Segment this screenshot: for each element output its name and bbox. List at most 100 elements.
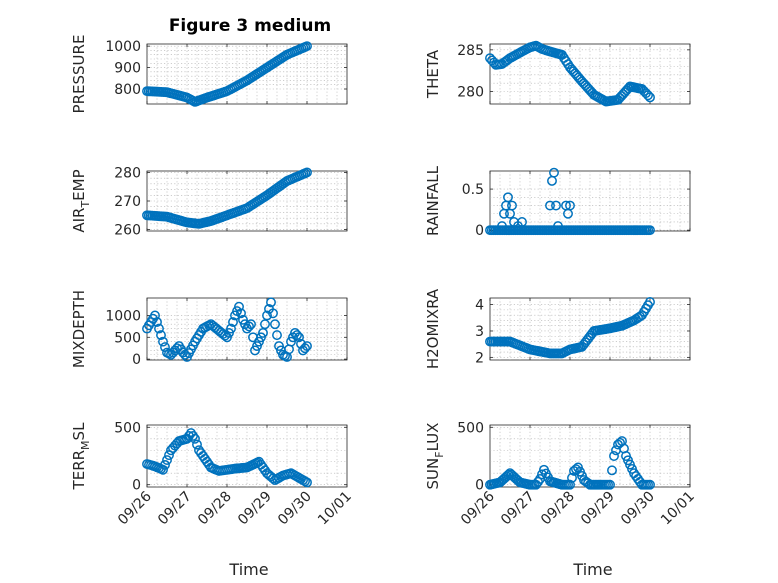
data-point [607, 465, 617, 476]
data-point [302, 477, 312, 488]
y-tick-label: 0 [132, 352, 141, 368]
series-theta [485, 40, 655, 107]
data-point [497, 221, 507, 232]
data-point [184, 430, 194, 441]
data-point [158, 464, 168, 475]
y-axis-label-pressure: PRESSURE [70, 35, 88, 114]
data-point [228, 317, 238, 327]
y-tick-label: 280 [457, 85, 484, 101]
y-tick-label: 2 [475, 350, 484, 366]
x-axis-label-left: Time [228, 560, 268, 579]
data-point [565, 200, 575, 211]
data-point [605, 479, 615, 490]
data-point [553, 221, 563, 232]
subplot-grid: 800 900 1000 PRESSURE 280 285 THETA 260 270 280 AI… [70, 35, 698, 529]
y-tick-label: 500 [114, 330, 141, 346]
data-point [609, 451, 619, 461]
data-point [302, 341, 312, 351]
data-point [258, 327, 268, 338]
data-point [503, 192, 513, 203]
data-point [567, 472, 577, 483]
x-tick-label: 09/27 [498, 489, 538, 529]
x-tick-label: 10/01 [658, 489, 698, 529]
data-point [272, 330, 282, 341]
y-tick-label: 0 [475, 223, 484, 239]
x-tick-label: 09/29 [235, 489, 275, 529]
data-point [507, 200, 517, 211]
data-point [565, 479, 575, 490]
y-axis-label-sun-flux: SUNFLUX [424, 423, 446, 490]
series-sun-flux [485, 436, 655, 490]
y-tick-label: 0.5 [462, 182, 484, 198]
data-point [152, 317, 162, 327]
x-axis-label-right: Time [572, 560, 612, 579]
y-axis-label-rainfall: RAINFALL [424, 165, 442, 236]
x-tick-label: 09/26 [458, 488, 498, 528]
data-point [294, 332, 304, 343]
data-point [158, 336, 168, 347]
y-tick-label: 500 [114, 420, 141, 436]
series-rainfall [485, 167, 655, 236]
panel-h2omixra: 2 3 4 H2OMIXRA [424, 288, 691, 369]
panel-air-temp: 260 270 280 AIRTEMP [70, 165, 348, 239]
panel-theta: 280 285 THETA [424, 40, 691, 107]
y-tick-label: 500 [457, 420, 484, 436]
data-point [156, 330, 166, 341]
data-point [244, 321, 254, 332]
data-point [266, 297, 276, 308]
data-point [190, 433, 200, 444]
panel-rainfall: 0 0.5 RAINFALL [424, 165, 691, 239]
data-point [270, 319, 280, 330]
data-point [154, 323, 164, 334]
y-tick-label: 270 [114, 194, 141, 210]
data-point [260, 319, 270, 330]
panel-sun-flux: 0 500 SUNFLUX 09/26 09/27 09/28 09/29 09/30 10/0… [424, 420, 698, 528]
data-point [643, 90, 653, 101]
x-tick-label: 09/30 [275, 489, 315, 529]
data-point [234, 301, 244, 312]
y-tick-label: 4 [475, 298, 484, 314]
y-axis-label-theta: THETA [424, 49, 442, 99]
y-tick-label: 280 [114, 165, 141, 181]
data-point [150, 310, 160, 321]
data-point [292, 330, 302, 341]
data-point [645, 225, 655, 236]
x-tick-label: 09/26 [115, 488, 155, 528]
data-point [302, 41, 312, 52]
data-point [188, 430, 198, 441]
series-terr-msl [142, 428, 312, 488]
series-pressure [142, 41, 312, 107]
y-axis-label-air-temp: AIRTEMP [70, 169, 92, 232]
x-tick-label: 09/27 [155, 489, 195, 529]
series-air-temp [142, 167, 312, 229]
y-tick-label: 900 [114, 61, 141, 77]
data-point [160, 459, 170, 470]
y-tick-label: 1000 [105, 308, 141, 324]
y-tick-label: 0 [132, 478, 141, 494]
x-tick-label: 10/01 [315, 489, 355, 529]
data-point [545, 200, 555, 211]
data-point [645, 92, 655, 103]
data-point [262, 310, 272, 321]
data-point [192, 439, 202, 450]
data-point [645, 479, 655, 490]
panel-terr-msl: 0 500 TERRMSL 09/26 09/27 09/28 09/29 09/30 10/0… [70, 420, 355, 528]
y-axis-label-terr-msl: TERRMSL [70, 422, 92, 491]
data-point [645, 297, 655, 307]
y-tick-label: 285 [457, 43, 484, 59]
data-point [549, 167, 559, 178]
chart-title: Figure 3 medium [169, 16, 331, 36]
y-tick-label: 1000 [105, 39, 141, 55]
data-point [226, 323, 236, 334]
y-axis-label-mixdepth: MIXDEPTH [70, 290, 88, 368]
y-tick-label: 260 [114, 223, 141, 239]
panel-mixdepth: 0 500 1000 MIXDEPTH [70, 290, 348, 368]
y-tick-label: 3 [475, 324, 484, 340]
data-point [537, 469, 547, 480]
plot-area-rainfall [489, 170, 691, 232]
data-point [246, 319, 256, 330]
data-point [533, 476, 543, 487]
data-point [164, 450, 174, 461]
y-tick-label: 0 [475, 478, 484, 494]
data-point [268, 308, 278, 319]
